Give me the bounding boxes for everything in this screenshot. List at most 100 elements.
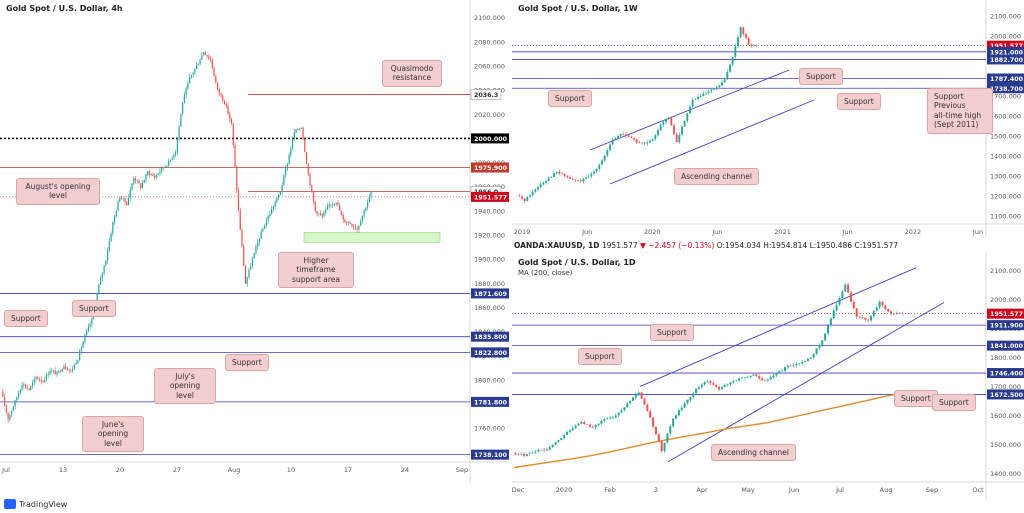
candle-body <box>574 425 577 429</box>
candle-body <box>129 189 131 198</box>
candle-body <box>337 202 339 206</box>
candle-body <box>309 174 311 186</box>
candle-body <box>878 301 881 308</box>
candle-body <box>597 423 600 426</box>
candle-body <box>614 415 617 418</box>
x-tick-label: 2020 <box>556 486 573 494</box>
x-tick-label: 17 <box>344 466 352 474</box>
candle-body <box>80 347 83 351</box>
candle-body <box>525 454 528 456</box>
candle-body <box>133 178 135 184</box>
candle-body <box>293 132 295 139</box>
candle-body <box>609 144 611 151</box>
candle-body <box>148 171 151 175</box>
price-level-tag <box>471 449 509 460</box>
callout-support-weekly-b: Support <box>548 90 592 108</box>
candle-body <box>265 220 268 226</box>
chart-4h[interactable]: 2100.0002080.0002060.0002040.0002020.000… <box>0 0 509 482</box>
candle-body <box>31 382 34 386</box>
candle-body <box>606 418 609 419</box>
candle-body <box>695 388 698 394</box>
candle-body <box>700 384 703 388</box>
candle-body <box>603 155 606 161</box>
candle-body <box>302 127 304 140</box>
candle-body <box>619 134 622 136</box>
x-tick-label: 10 <box>287 466 295 474</box>
x-tick-label: Feb <box>604 486 616 494</box>
candle-body <box>166 165 168 167</box>
candle-body <box>738 378 741 381</box>
candle-body <box>106 250 109 261</box>
candle-body <box>344 219 346 223</box>
candle-body <box>262 228 264 232</box>
candle-body <box>649 411 652 418</box>
x-tick-label: Sep <box>926 486 938 494</box>
candle-body <box>279 192 281 195</box>
candle-body <box>255 246 257 253</box>
candle-body <box>84 335 86 342</box>
candle-body <box>569 177 571 179</box>
candle-body <box>330 204 332 206</box>
price-level-tag-label: 1975.900 <box>474 165 508 172</box>
x-tick-label: Jul <box>835 486 844 494</box>
y-tick-label: 1300.000 <box>990 173 1021 181</box>
candle-body <box>16 397 18 401</box>
chart-1w[interactable]: 2100.0002000.0001900.0001800.0001700.000… <box>512 0 1024 238</box>
open-value: O:1954.034 <box>716 241 761 250</box>
candle-body <box>557 440 560 443</box>
price-level-tag-label: 1787.400 <box>990 76 1024 83</box>
candle-body <box>51 370 53 372</box>
candle-body <box>585 177 587 179</box>
candle-body <box>735 380 738 382</box>
candle-body <box>864 317 867 320</box>
chart-1d[interactable]: 2100.0002000.0001900.0001800.0001700.000… <box>512 254 1024 498</box>
candle-body <box>346 222 348 223</box>
candle-body <box>190 74 192 77</box>
candle-body <box>731 56 734 65</box>
price-level-tag <box>987 73 1024 84</box>
price-level-tag <box>987 46 1024 57</box>
x-tick-label: Aug <box>880 486 893 494</box>
price-level-tag-label: 1822.800 <box>474 350 508 357</box>
candle-body <box>365 207 367 211</box>
candle-body <box>232 123 234 145</box>
candle-body <box>812 354 815 358</box>
candle-body <box>101 273 103 278</box>
price-level-tag-label: 1871.609 <box>474 291 507 298</box>
tradingview-branding[interactable]: TradingView <box>4 499 67 509</box>
candle-body <box>319 213 322 215</box>
candle-body <box>611 417 614 418</box>
candle-body <box>550 177 553 178</box>
candle-body <box>199 59 201 64</box>
candle-body <box>272 206 275 210</box>
candle-body <box>663 442 666 452</box>
candle-body <box>354 226 357 229</box>
candle-body <box>209 58 212 61</box>
candle-body <box>680 407 683 411</box>
callout-support-daily-a: Support <box>650 324 694 342</box>
candle-body <box>194 68 196 73</box>
candle-body <box>588 424 591 427</box>
candle-body <box>699 96 702 97</box>
symbol-ohlc-bar: OANDA:XAUUSD, 1D 1951.577 ▼ −2.457 (−0.1… <box>514 241 898 250</box>
candle-body <box>281 185 283 193</box>
candle-body <box>752 374 755 376</box>
candle-body <box>629 400 632 404</box>
candle-body <box>806 358 809 362</box>
candle-body <box>189 76 191 83</box>
chart-1d-title: Gold Spot / U.S. Dollar, 1D <box>518 258 636 267</box>
candle-body <box>236 166 238 191</box>
candle-body <box>253 252 255 259</box>
candle-body <box>225 103 227 106</box>
x-tick-label: 3 <box>654 486 658 494</box>
candle-body <box>244 265 247 284</box>
candle-body <box>761 378 764 381</box>
candle-body <box>141 182 144 188</box>
candle-body <box>370 192 372 197</box>
candle-body <box>566 432 569 436</box>
candle-body <box>670 117 673 126</box>
candle-body <box>675 415 678 419</box>
candle-body <box>827 325 830 334</box>
candle-body <box>54 370 56 375</box>
candle-body <box>713 89 715 90</box>
